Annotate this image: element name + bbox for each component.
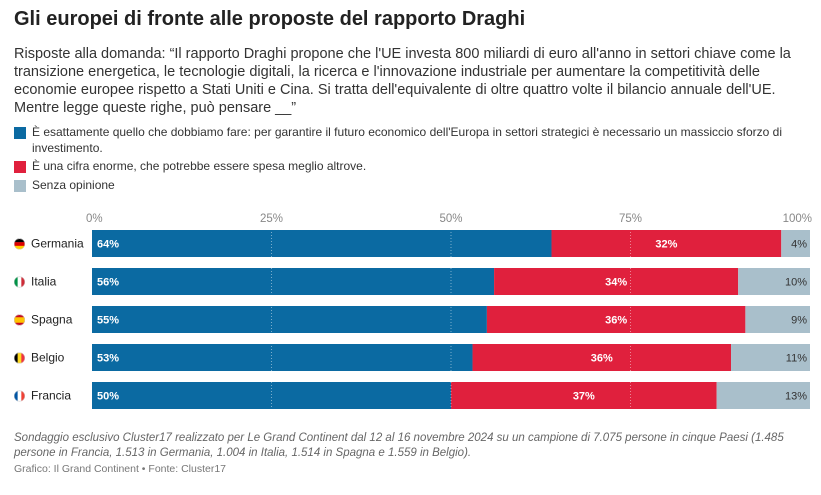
bar-germania-contrario bbox=[551, 230, 782, 257]
data-label-francia-senza-opinione: 13% bbox=[785, 391, 807, 403]
data-label-italia-senza-opinione: 10% bbox=[785, 277, 807, 289]
bar-germania-favorevole bbox=[92, 230, 552, 257]
legend-swatch-favorevole bbox=[14, 127, 26, 139]
bar-spagna-favorevole bbox=[92, 306, 487, 333]
category-label-francia: Francia bbox=[31, 389, 71, 403]
data-label-belgio-favorevole: 53% bbox=[97, 353, 119, 365]
category-label-belgio: Belgio bbox=[31, 351, 65, 365]
chart-subtitle: Risposte alla domanda: “Il rapporto Drag… bbox=[14, 46, 791, 116]
chart-title: Gli europei di fronte alle proposte del … bbox=[14, 8, 526, 30]
stacked-bar-chart: 0% 25% 50% 75% 100% Germania Italia Spagna Belgi… bbox=[14, 213, 812, 409]
category-label-italia: Italia bbox=[31, 275, 57, 289]
x-tick-label-50: 50% bbox=[439, 213, 462, 225]
data-label-francia-favorevole: 50% bbox=[97, 391, 119, 403]
legend: È esattamente quello che dobbiamo fare: … bbox=[14, 125, 814, 196]
x-tick-label-75: 75% bbox=[619, 213, 642, 225]
bar-spagna-senza-opinione bbox=[745, 306, 810, 333]
data-label-belgio-contrario: 36% bbox=[591, 353, 613, 365]
chart-source: Grafico: Il Grand Continent • Fonte: Clu… bbox=[14, 463, 227, 475]
bar-italia-senza-opinione bbox=[738, 268, 810, 295]
france-flag-icon bbox=[14, 390, 25, 402]
spain-flag-icon bbox=[14, 314, 25, 326]
bar-germania-senza-opinione bbox=[781, 230, 810, 257]
bar-italia-contrario bbox=[494, 268, 739, 295]
italy-flag-icon bbox=[14, 276, 25, 288]
legend-swatch-contrario bbox=[14, 161, 26, 173]
data-label-spagna-contrario: 36% bbox=[605, 315, 627, 327]
bar-francia-favorevole bbox=[92, 382, 451, 409]
legend-swatch-senza-opinione bbox=[14, 179, 26, 192]
x-tick-label-0: 0% bbox=[86, 213, 103, 225]
data-label-italia-favorevole: 56% bbox=[97, 277, 119, 289]
bar-belgio-favorevole bbox=[92, 344, 473, 371]
legend-label-senza-opinione: Senza opinione bbox=[32, 177, 115, 192]
legend-label-contrario: È una cifra enorme, che potrebbe essere … bbox=[32, 159, 367, 173]
x-tick-label-100: 100% bbox=[783, 213, 812, 225]
bar-spagna-contrario bbox=[486, 306, 746, 333]
data-label-francia-contrario: 37% bbox=[573, 391, 595, 403]
x-tick-label-25: 25% bbox=[260, 213, 283, 225]
legend-item-senza-opinione: Senza opinione bbox=[14, 178, 814, 194]
category-label-germania: Germania bbox=[31, 237, 84, 251]
bar-francia-contrario bbox=[451, 382, 717, 409]
legend-label-favorevole: È esattamente quello che dobbiamo fare: … bbox=[32, 125, 783, 155]
data-label-spagna-favorevole: 55% bbox=[97, 315, 119, 327]
data-label-germania-senza-opinione: 4% bbox=[791, 239, 807, 251]
bar-francia-senza-opinione bbox=[716, 382, 810, 409]
data-label-germania-favorevole: 64% bbox=[97, 239, 119, 251]
data-label-germania-contrario: 32% bbox=[655, 239, 677, 251]
data-label-italia-contrario: 34% bbox=[605, 277, 627, 289]
bar-belgio-senza-opinione bbox=[731, 344, 810, 371]
bar-belgio-contrario bbox=[472, 344, 732, 371]
survey-footnote: Sondaggio esclusivo Cluster17 realizzato… bbox=[14, 432, 784, 459]
data-label-belgio-senza-opinione: 11% bbox=[786, 353, 807, 365]
data-label-spagna-senza-opinione: 9% bbox=[791, 315, 807, 327]
legend-item-contrario: È una cifra enorme, che potrebbe essere … bbox=[14, 159, 814, 175]
bar-italia-favorevole bbox=[92, 268, 495, 295]
germany-flag-icon bbox=[14, 238, 25, 250]
legend-item-favorevole: È esattamente quello che dobbiamo fare: … bbox=[14, 125, 814, 156]
belgium-flag-icon bbox=[14, 352, 25, 364]
category-label-spagna: Spagna bbox=[31, 313, 73, 327]
